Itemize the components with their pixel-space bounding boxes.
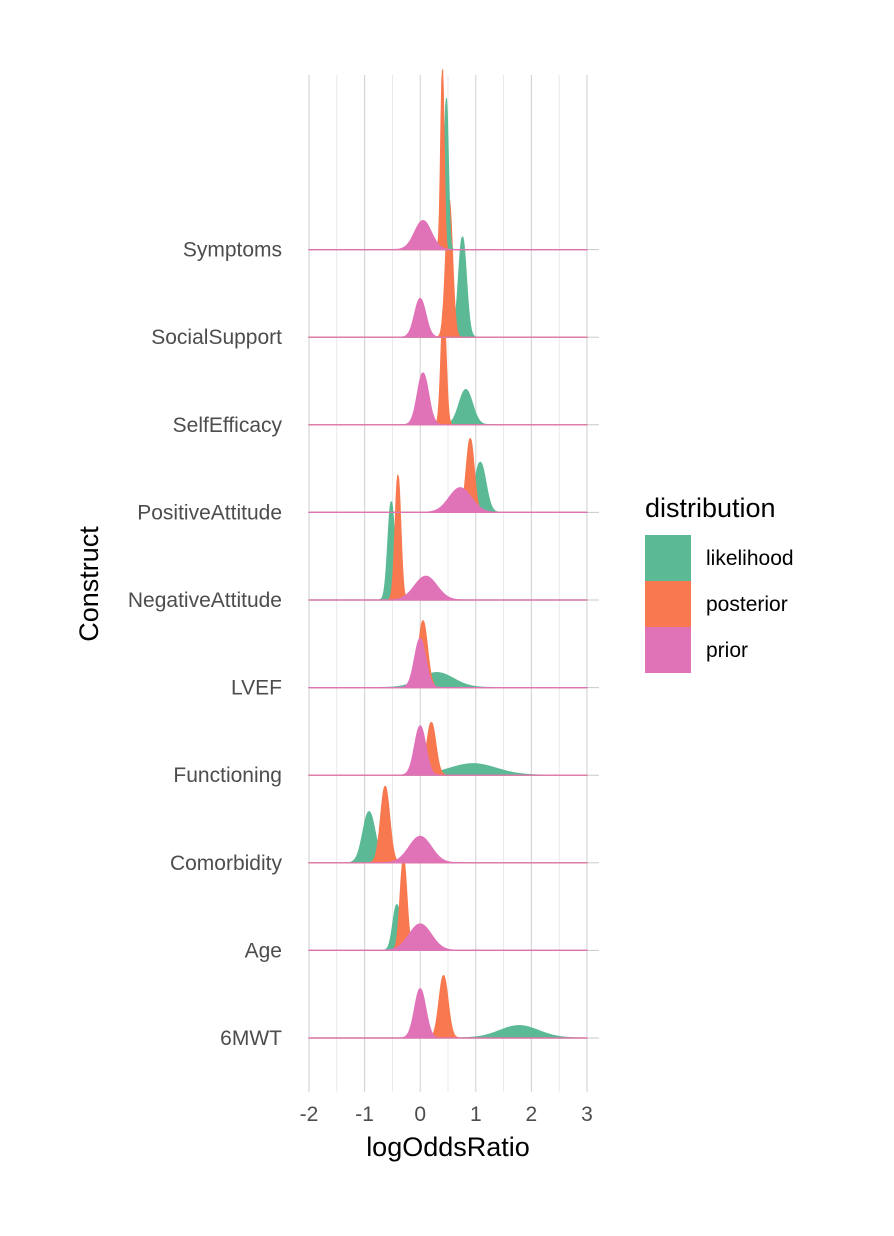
legend-label-prior: prior bbox=[706, 639, 748, 662]
y-axis-title: Construct bbox=[74, 526, 104, 642]
ridge-prior-comorbidity bbox=[308, 835, 588, 864]
legend-swatch-prior bbox=[645, 627, 691, 673]
ridge-prior-age bbox=[308, 923, 588, 951]
x-tick-label: 3 bbox=[581, 1103, 593, 1126]
legend-swatch-posterior bbox=[645, 581, 691, 627]
y-tick-label: Comorbidity bbox=[170, 852, 283, 875]
x-axis-tick-labels: -2 -1 0 1 2 3 bbox=[300, 1103, 593, 1126]
ridge-prior-functioning bbox=[308, 725, 588, 776]
ridge-prior-6mwt bbox=[308, 988, 588, 1039]
x-tick-label: 2 bbox=[526, 1103, 538, 1126]
x-tick-label: -1 bbox=[355, 1103, 374, 1126]
y-axis-tick-labels: 6MWT Age Comorbidity Functioning LVEF Negativ… bbox=[128, 239, 283, 1050]
ridge-prior-negativeattitude bbox=[308, 575, 588, 601]
y-tick-label: Age bbox=[245, 939, 282, 962]
y-tick-label: SocialSupport bbox=[151, 326, 282, 349]
legend-entries: likelihood posterior prior bbox=[645, 535, 794, 673]
ridge-prior-positiveattitude bbox=[308, 487, 588, 513]
y-tick-label: 6MWT bbox=[220, 1027, 282, 1050]
x-tick-label: 0 bbox=[414, 1103, 426, 1126]
y-tick-label: SelfEfficacy bbox=[173, 414, 283, 437]
ridge-prior-socialsupport bbox=[308, 297, 588, 338]
legend-label-likelihood: likelihood bbox=[706, 547, 794, 570]
y-tick-label: Functioning bbox=[173, 764, 282, 787]
legend-label-posterior: posterior bbox=[706, 593, 788, 616]
density-ridges bbox=[308, 69, 588, 1039]
y-tick-label: NegativeAttitude bbox=[128, 589, 282, 612]
x-tick-label: 1 bbox=[470, 1103, 482, 1126]
legend: distribution likelihood posterior prior bbox=[645, 493, 794, 673]
legend-swatch-likelihood bbox=[645, 535, 691, 581]
ridge-prior-lvef bbox=[308, 637, 588, 689]
ridge-prior-symptoms bbox=[308, 219, 588, 251]
y-tick-label: LVEF bbox=[231, 677, 282, 700]
y-tick-label: Symptoms bbox=[183, 239, 282, 262]
ridge-likelihood-symptoms bbox=[308, 97, 588, 251]
grid-lines bbox=[308, 75, 599, 1092]
x-tick-label: -2 bbox=[300, 1103, 319, 1126]
ridge-prior-selfefficacy bbox=[308, 372, 588, 426]
legend-title: distribution bbox=[645, 493, 776, 523]
y-tick-label: PositiveAttitude bbox=[137, 501, 282, 524]
x-axis-title: logOddsRatio bbox=[366, 1132, 530, 1162]
